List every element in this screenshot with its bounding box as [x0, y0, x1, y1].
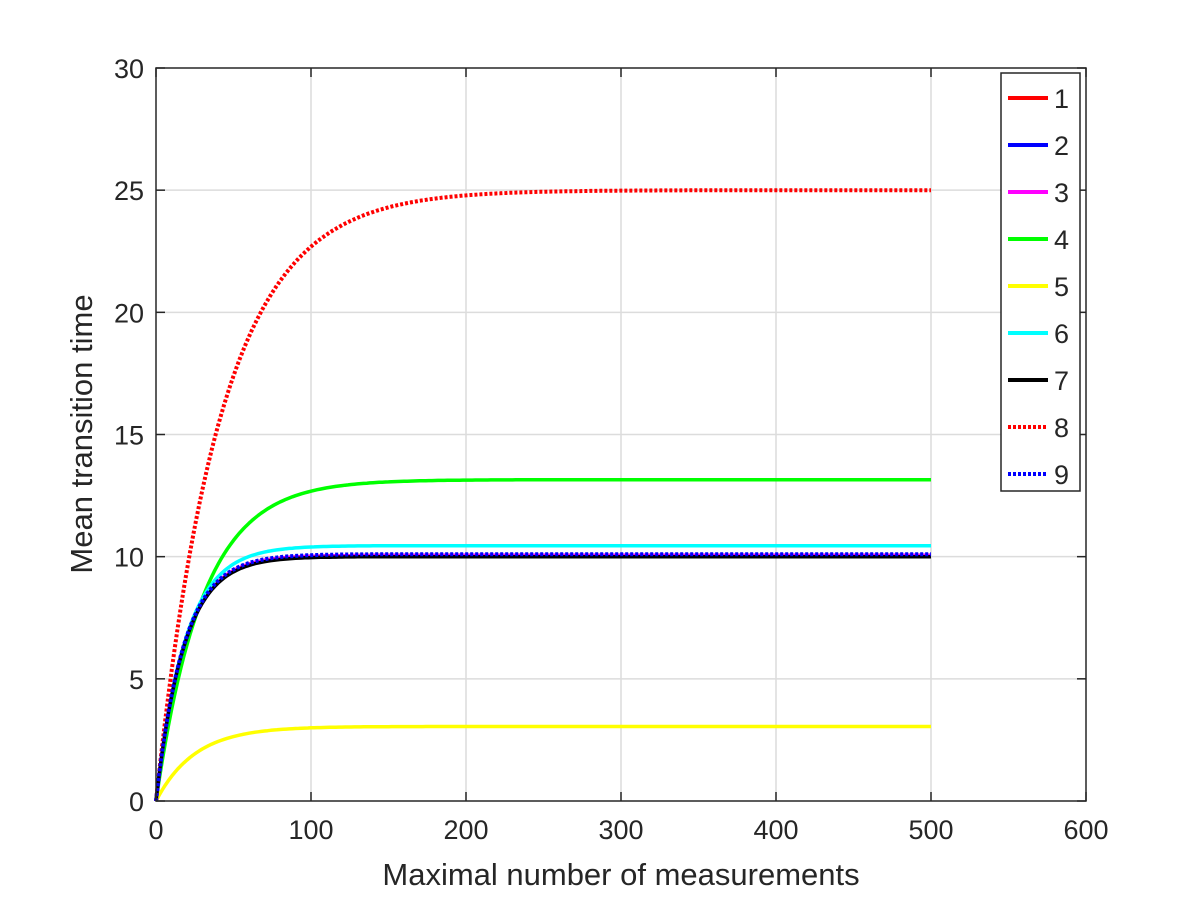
series-lines	[154, 188, 931, 802]
y-tick-label: 30	[114, 54, 144, 84]
series-line-5	[154, 724, 931, 802]
legend-label-2: 2	[1054, 131, 1069, 161]
legend-label-3: 3	[1054, 178, 1069, 208]
y-tick-label: 5	[129, 665, 144, 695]
legend-label-6: 6	[1054, 319, 1069, 349]
x-tick-label: 300	[598, 815, 643, 845]
legend-label-4: 4	[1054, 225, 1069, 255]
y-axis-label: Mean transition time	[64, 294, 99, 573]
y-tick-label: 0	[129, 787, 144, 817]
x-tick-label: 100	[288, 815, 333, 845]
legend-label-9: 9	[1054, 460, 1069, 490]
legend-label-5: 5	[1054, 272, 1069, 302]
legend-label-1: 1	[1054, 84, 1069, 114]
x-tick-label: 200	[443, 815, 488, 845]
y-tick-label: 25	[114, 176, 144, 206]
y-tick-label: 15	[114, 421, 144, 451]
series-line-6	[154, 543, 931, 802]
y-tick-label: 10	[114, 543, 144, 573]
y-tick-label: 20	[114, 298, 144, 328]
ticks	[155, 67, 1087, 802]
x-tick-label: 0	[148, 815, 163, 845]
x-tick-label: 500	[908, 815, 953, 845]
x-tick-label: 600	[1063, 815, 1108, 845]
legend: 1 2 3 4 5 6 7 8 9	[1000, 72, 1081, 492]
x-axis-label: Maximal number of measurements	[382, 857, 859, 892]
legend-box	[1000, 72, 1081, 492]
legend-label-7: 7	[1054, 366, 1069, 396]
series-line-9	[154, 552, 931, 802]
series-line-7	[154, 554, 931, 802]
series-line-8	[154, 188, 931, 802]
x-tick-label: 400	[753, 815, 798, 845]
legend-label-8: 8	[1054, 413, 1069, 443]
series-line-4	[154, 477, 931, 802]
